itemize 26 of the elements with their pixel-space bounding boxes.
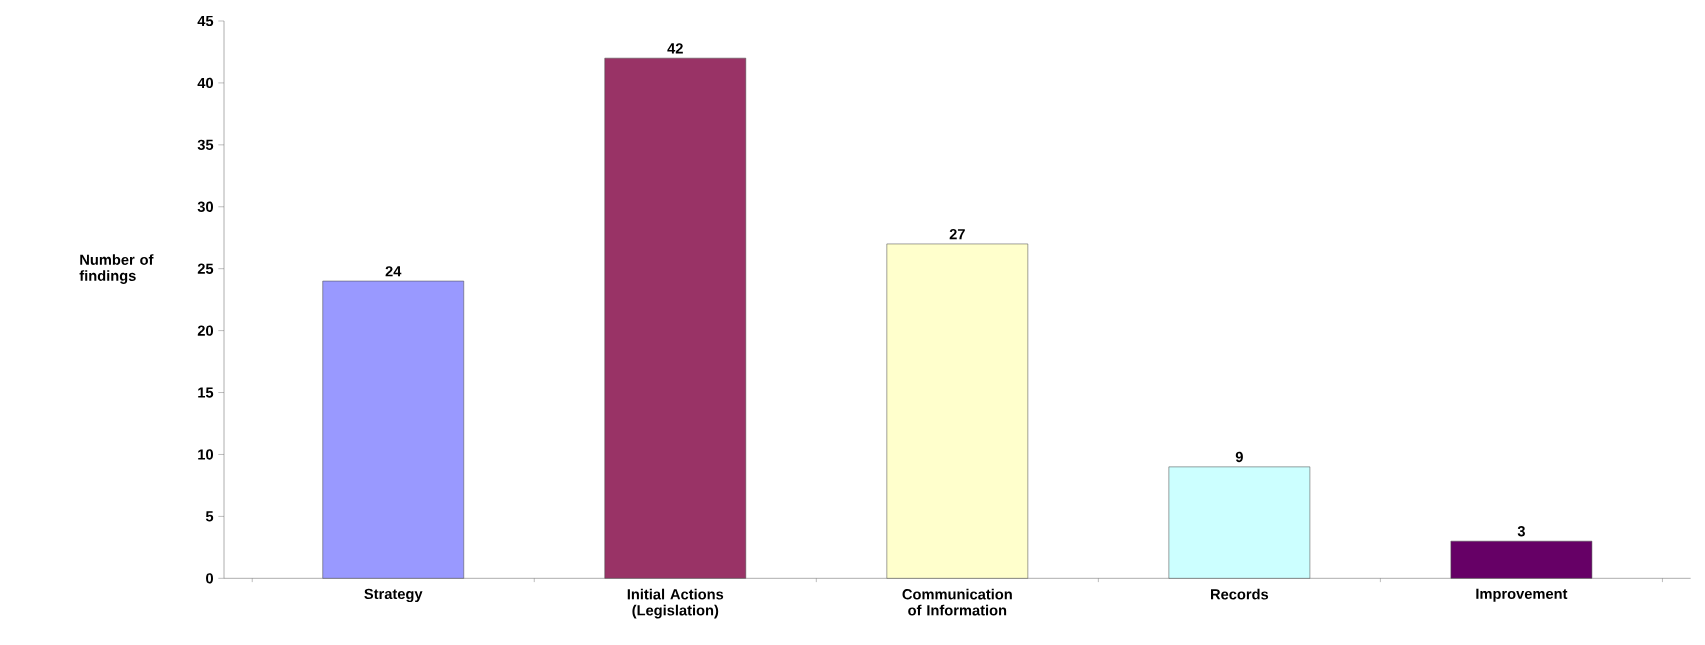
data-label: 42	[667, 43, 683, 54]
y-tick-label: 5	[205, 511, 214, 522]
y-tick-label: 15	[198, 387, 214, 398]
y-tick-label: 35	[197, 139, 214, 151]
bar	[322, 280, 465, 579]
bar	[604, 57, 747, 579]
y-tick-label: 0	[206, 573, 213, 584]
y-tick-label: 40	[197, 77, 213, 89]
y-tick-label: 45	[197, 15, 214, 27]
x-tick-label: Initial Actions (Legislation)	[627, 588, 724, 619]
x-tick-label: Records	[1211, 588, 1269, 600]
bar	[886, 243, 1029, 579]
bar	[1450, 540, 1593, 579]
y-axis-title: Number of findings	[79, 254, 154, 284]
bar	[1168, 466, 1311, 579]
x-tick-label: Improvement	[1476, 588, 1568, 602]
x-tick-label: Strategy	[364, 588, 423, 603]
y-tick-label: 20	[197, 325, 213, 336]
data-label: 27	[949, 228, 965, 240]
x-tick-label: Communication of Information	[902, 588, 1012, 616]
y-tick-label: 10	[198, 449, 213, 460]
y-tick-label: 25	[197, 263, 214, 274]
data-label: 9	[1235, 451, 1243, 463]
y-tick-label: 30	[197, 201, 213, 212]
data-label: 3	[1517, 526, 1525, 537]
data-label: 24	[385, 266, 402, 277]
